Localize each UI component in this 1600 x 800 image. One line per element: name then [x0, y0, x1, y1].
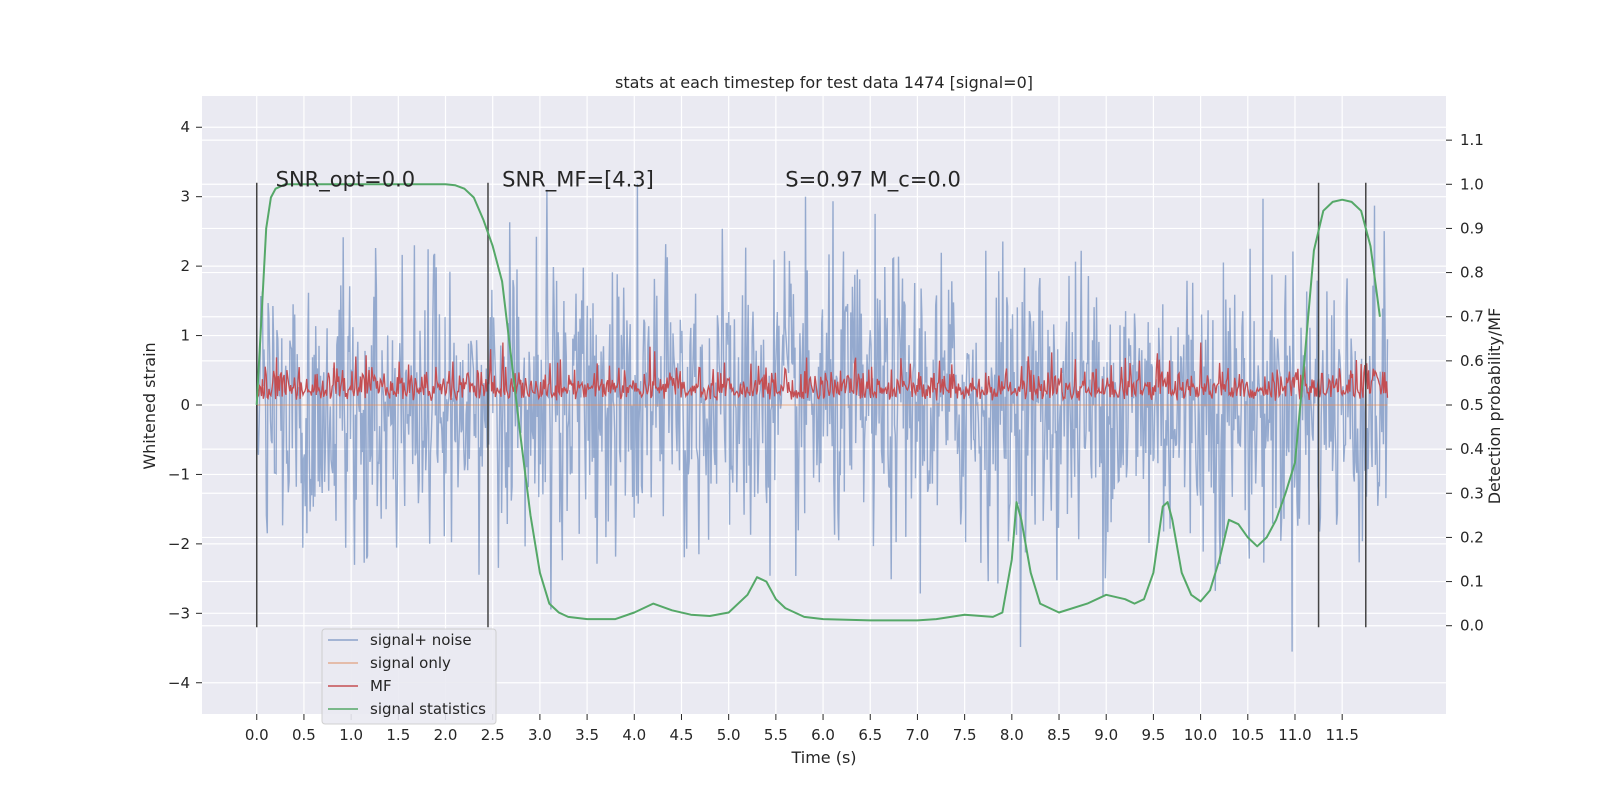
y2-tick-label: 0.4: [1460, 440, 1484, 458]
signal-statistics-line: [255, 183, 1381, 622]
legend: signal+ noise signal only MF signal stat…: [321, 628, 497, 725]
y2-tick-label: 0.1: [1460, 573, 1484, 591]
y2-axis-ticks: 0.0 0.1 0.2 0.3 0.4 0.5 0.6 0.7 0.8 0.9 1.0 1.1: [1446, 131, 1484, 635]
x-tick-label: 10.0: [1184, 726, 1217, 744]
y2-tick-label: 0.7: [1460, 308, 1484, 326]
y2-tick-label: 1.1: [1460, 131, 1484, 149]
x-tick-label: 8.0: [1000, 726, 1024, 744]
x-tick-label: 4.5: [670, 726, 694, 744]
x-tick-label: 1.0: [339, 726, 363, 744]
y2-axis-label: Detection probability/MF: [1485, 308, 1504, 505]
annotation-text: S=0.97 M_c=0.0: [785, 167, 961, 192]
x-tick-label: 7.0: [906, 726, 930, 744]
vertical-markers: [255, 182, 1367, 628]
legend-label-stats: signal statistics: [370, 700, 486, 718]
x-tick-label: 0.0: [245, 726, 269, 744]
y2-tick-label: 0.3: [1460, 484, 1484, 502]
y2-tick-label: 0.2: [1460, 528, 1484, 546]
x-tick-label: 11.0: [1278, 726, 1311, 744]
signal-statistics-series: [255, 183, 1381, 622]
y-axis-ticks: −4 −3 −2 −1 0 1 2 3 4: [168, 118, 202, 692]
x-tick-label: 6.0: [811, 726, 835, 744]
x-tick-label: 2.0: [434, 726, 458, 744]
x-tick-label: 6.5: [858, 726, 882, 744]
y-tick-label: −4: [168, 674, 190, 692]
x-tick-label: 3.0: [528, 726, 552, 744]
y2-tick-label: 0.0: [1460, 617, 1484, 635]
y-tick-label: 4: [180, 118, 190, 136]
signal-noise-line: [256, 183, 1389, 652]
x-tick-label: 1.5: [386, 726, 410, 744]
y2-tick-label: 0.5: [1460, 396, 1484, 414]
y-tick-label: 2: [180, 257, 190, 275]
y2-tick-label: 0.6: [1460, 352, 1484, 370]
x-tick-label: 5.0: [717, 726, 741, 744]
x-tick-label: 9.5: [1141, 726, 1165, 744]
x-tick-label: 9.0: [1094, 726, 1118, 744]
signal-noise-series: [256, 183, 1389, 652]
mf-line: [256, 342, 1389, 402]
y-tick-label: −3: [168, 604, 190, 622]
x-tick-label: 5.5: [764, 726, 788, 744]
x-tick-label: 11.5: [1325, 726, 1358, 744]
x-axis-label: Time (s): [790, 748, 856, 767]
x-tick-label: 3.5: [575, 726, 599, 744]
y-tick-label: −2: [168, 535, 190, 553]
x-tick-label: 0.5: [292, 726, 316, 744]
mf-series: [256, 342, 1389, 402]
legend-box: [321, 628, 497, 725]
y-axis-label: Whitened strain: [140, 342, 159, 469]
y-tick-label: 0: [180, 396, 190, 414]
x-axis-ticks: 0.0 0.5 1.0 1.5 2.0 2.5 3.0 3.5 4.0 4.5 5.0 5.5 6.0 6…: [245, 714, 1359, 744]
annotations: SNR_opt=0.0 SNR_MF=[4.3] S=0.97 M_c=0.0: [276, 167, 961, 192]
y-tick-label: −1: [168, 465, 190, 483]
y2-tick-label: 0.9: [1460, 219, 1484, 237]
annotation-text: SNR_MF=[4.3]: [502, 167, 654, 192]
x-tick-label: 8.5: [1047, 726, 1071, 744]
x-tick-label: 4.0: [622, 726, 646, 744]
y-tick-label: 3: [180, 188, 190, 206]
legend-label-noise: signal+ noise: [370, 631, 472, 649]
annotation-text: SNR_opt=0.0: [276, 167, 416, 192]
x-tick-label: 7.5: [953, 726, 977, 744]
y-tick-label: 1: [180, 327, 190, 345]
chart-title: stats at each timestep for test data 147…: [615, 73, 1033, 92]
y2-tick-label: 0.8: [1460, 264, 1484, 282]
legend-label-mf: MF: [370, 677, 392, 695]
y2-tick-label: 1.0: [1460, 175, 1484, 193]
x-tick-label: 10.5: [1231, 726, 1264, 744]
x-tick-label: 2.5: [481, 726, 505, 744]
legend-label-signal: signal only: [370, 654, 451, 672]
